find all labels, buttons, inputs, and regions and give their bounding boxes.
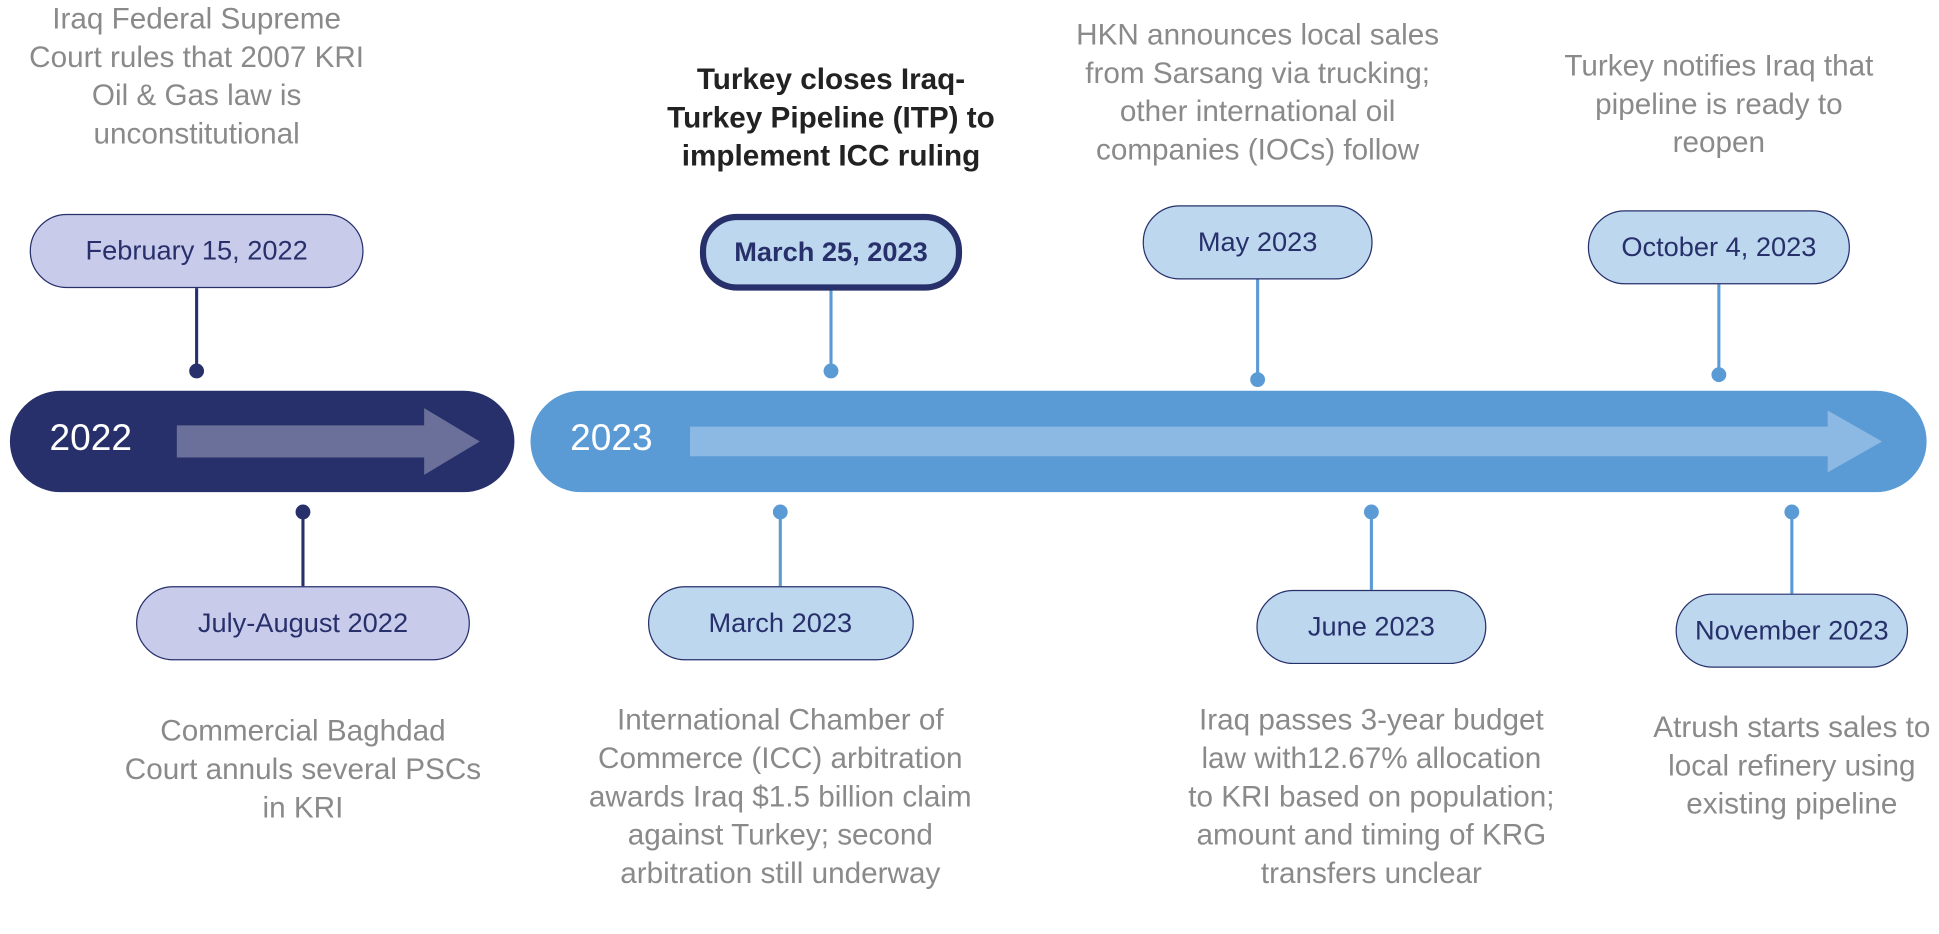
- dot: [823, 363, 839, 379]
- date-pill: June 2023: [1256, 589, 1487, 665]
- event-description: Turkey notifies Iraq that pipeline is re…: [1564, 49, 1874, 160]
- event-description: Iraq Federal Supreme Court rules that 20…: [29, 2, 365, 151]
- dot: [1711, 367, 1727, 383]
- event-description: Turkey closes Iraq-Turkey Pipeline (ITP)…: [667, 63, 995, 174]
- date-pill: March 2023: [647, 586, 914, 661]
- dot: [1363, 504, 1379, 520]
- arrow: [690, 410, 1883, 473]
- event-description: International Chamber of Commerce (ICC) …: [588, 703, 972, 891]
- dot: [1784, 504, 1800, 520]
- arrow: [176, 408, 480, 475]
- year-label: 2022: [49, 417, 133, 459]
- year-label: 2023: [570, 417, 653, 459]
- dot: [1250, 372, 1266, 388]
- event-description: HKN announces local sales from Sarsang v…: [1076, 18, 1440, 167]
- date-pill: July-August 2022: [136, 586, 470, 661]
- date-pill: May 2023: [1142, 205, 1373, 280]
- date-pill: October 4, 2023: [1587, 210, 1850, 285]
- date-pill: November 2023: [1675, 593, 1909, 668]
- event-description: Commercial Baghdad Court annuls several …: [124, 714, 482, 825]
- date-pill: March 25, 2023: [699, 213, 963, 291]
- event-description: Iraq passes 3-year budget law with12.67%…: [1188, 703, 1555, 891]
- date-pill: February 15, 2022: [29, 213, 364, 289]
- dot: [189, 363, 205, 379]
- dot: [772, 504, 788, 520]
- dot: [295, 504, 311, 520]
- event-description: Atrush starts sales to local refinery us…: [1653, 711, 1931, 822]
